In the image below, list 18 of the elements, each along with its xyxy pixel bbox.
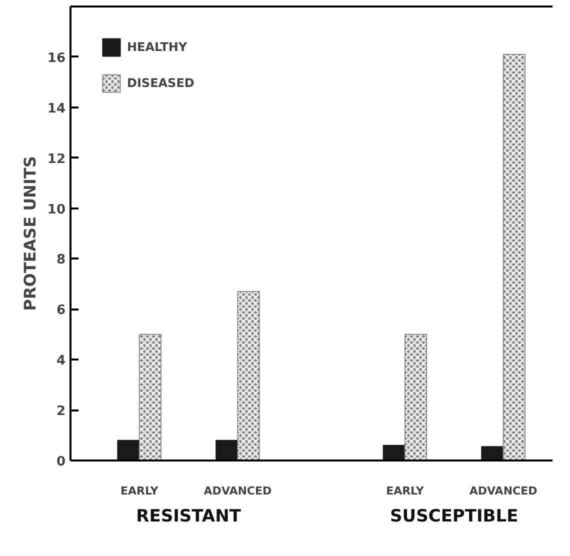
y-tick-label: 14 bbox=[47, 101, 66, 116]
y-tick-label: 2 bbox=[56, 404, 66, 420]
legend-label: DISEASED bbox=[127, 76, 194, 90]
x-tick-label: EARLY bbox=[120, 484, 160, 498]
y-tick-label: 16 bbox=[47, 50, 66, 66]
x-tick-label: ADVANCED bbox=[469, 484, 538, 498]
x-tick-label: EARLY bbox=[386, 484, 425, 498]
y-tick-label: 0 bbox=[56, 454, 66, 470]
y-tick-label: 12 bbox=[47, 152, 66, 167]
text: SUSCEPTIBLE bbox=[390, 506, 518, 526]
y-tick-label: 4 bbox=[56, 354, 66, 369]
y-tick-label: 8 bbox=[56, 252, 66, 268]
y-tick-label: 10 bbox=[47, 202, 66, 218]
y-tick-label: 6 bbox=[56, 303, 66, 318]
legend-label: HEALTHY bbox=[127, 40, 188, 54]
text: RESISTANT bbox=[136, 506, 242, 526]
x-tick-label: ADVANCED bbox=[204, 484, 272, 498]
y-axis-title: PROTEASE UNITS bbox=[20, 156, 40, 311]
